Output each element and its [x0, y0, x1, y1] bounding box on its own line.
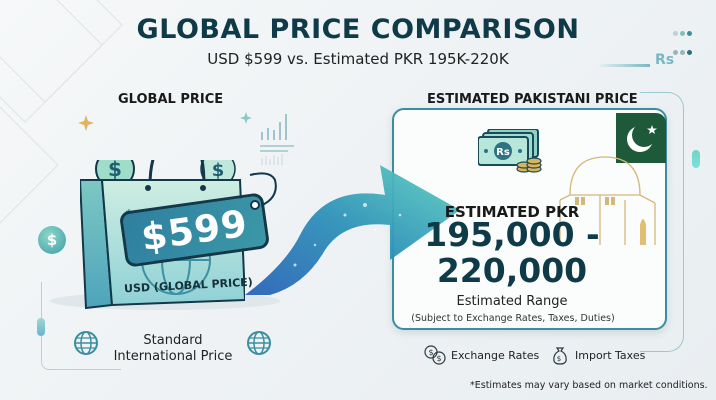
mini-chart-icon: [260, 114, 294, 165]
conversion-arrow: [245, 165, 460, 295]
svg-text:Rs: Rs: [496, 147, 510, 158]
exchange-icon: $ $: [424, 345, 446, 365]
footnote: *Estimates may vary based on market cond…: [470, 380, 708, 391]
feature-label: Import Taxes: [575, 348, 646, 362]
pkr-range-high: 220,000: [436, 251, 588, 290]
line-decoration: [600, 64, 650, 67]
right-bracket-decoration: [640, 92, 684, 352]
glow-pill-decoration: [692, 150, 700, 168]
rupee-mark-decoration: Rs: [655, 52, 675, 68]
feature-import-taxes: $ Import Taxes: [550, 345, 645, 365]
estimated-pkr-heading: ESTIMATED PKR: [444, 203, 580, 221]
caption-line-2: International Price: [113, 349, 233, 364]
feature-label: Exchange Rates: [451, 348, 540, 362]
svg-text:$: $: [436, 354, 441, 363]
sparkle-icon: [240, 112, 252, 124]
svg-text:$: $: [108, 160, 122, 181]
glow-pill-decoration: [37, 318, 45, 336]
range-note: (Subject to Exchange Rates, Taxes, Dutie…: [411, 313, 615, 324]
svg-text:$: $: [212, 160, 225, 181]
page-subtitle: USD $599 vs. Estimated PKR 195K-220K: [207, 50, 509, 68]
global-price-label: GLOBAL PRICE: [118, 92, 224, 107]
estimated-range-label: Estimated Range: [456, 294, 568, 309]
sparkle-icon: [78, 115, 94, 131]
standard-price-caption: Standard International Price: [108, 333, 238, 365]
pkr-range-low: 195,000 -: [424, 215, 600, 254]
page-title: GLOBAL PRICE COMPARISON: [136, 14, 580, 45]
dollar-coin-icon: $: [38, 226, 66, 254]
feature-exchange-rates: $ $ Exchange Rates: [424, 345, 539, 365]
svg-text:$: $: [557, 355, 561, 363]
tag-string: [249, 172, 277, 209]
mausoleum-illustration: [559, 156, 656, 245]
pakistan-flag-icon: [616, 113, 666, 163]
tag-hole: [250, 200, 260, 210]
background-diamond-decoration: [0, 101, 59, 229]
cash-and-coins-icon: Rs: [478, 129, 542, 173]
estimated-pakistani-price-label: ESTIMATED PAKISTANI PRICE: [427, 92, 638, 107]
globe-icon: [74, 331, 98, 355]
money-bag-icon: $: [553, 347, 567, 365]
svg-text:$: $: [428, 348, 433, 357]
caption-line-1: Standard: [143, 333, 203, 348]
globe-icon: [247, 331, 271, 355]
dots-decoration: [672, 22, 693, 60]
